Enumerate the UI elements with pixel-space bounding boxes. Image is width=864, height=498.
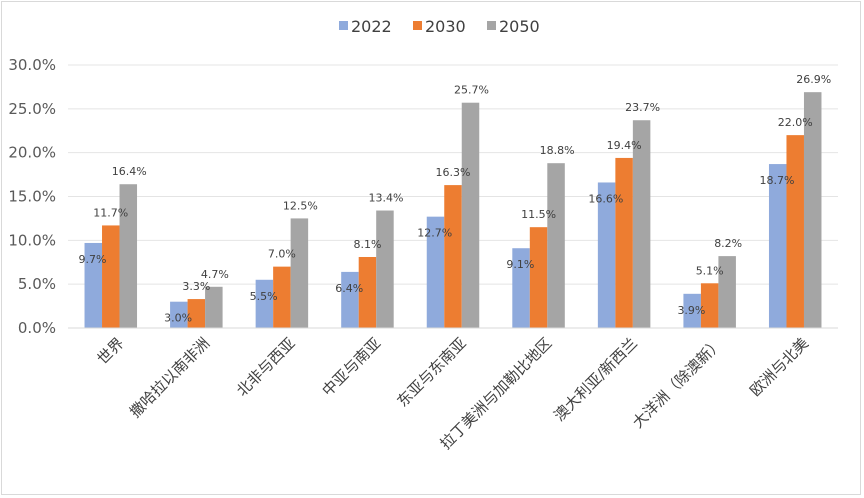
category-label: 大洋洲（除澳新） xyxy=(629,334,727,432)
bar-2022-5 xyxy=(512,248,530,328)
data-label: 7.0% xyxy=(268,248,296,261)
data-label: 5.5% xyxy=(250,290,278,303)
category-label: 欧洲与北美 xyxy=(746,334,812,400)
data-label: 11.5% xyxy=(521,208,556,221)
data-labels: 9.7% 3.0% 5.5% 6.4% 12.7% 9.1% 16.6% 3.9% 18.7% 1… xyxy=(79,73,832,325)
data-label: 18.8% xyxy=(540,144,575,157)
data-label: 3.9% xyxy=(677,304,705,317)
bar-2030-4 xyxy=(444,185,462,328)
bar-2022-1 xyxy=(170,301,188,328)
bar-2050-0 xyxy=(119,184,138,328)
bar-2050-6 xyxy=(632,120,651,328)
bar-2050-5 xyxy=(547,163,565,328)
bar-2030-6 xyxy=(615,157,633,328)
bar-2022-4 xyxy=(426,216,445,328)
bar-2050-3 xyxy=(376,210,394,328)
category-label: 中亚与南亚 xyxy=(319,334,385,400)
y-tick-label: 15.0% xyxy=(8,188,56,206)
legend-label-2022: 2022 xyxy=(351,17,392,36)
data-label: 3.0% xyxy=(164,312,192,325)
y-tick-label: 5.0% xyxy=(18,275,56,293)
data-label: 19.4% xyxy=(607,139,642,152)
y-tick-label: 0.0% xyxy=(18,319,56,337)
category-label: 澳大利亚/新西兰 xyxy=(550,334,641,425)
bar-2030-3 xyxy=(358,256,377,328)
data-label: 23.7% xyxy=(625,101,660,114)
bar-2022-2 xyxy=(255,279,274,328)
data-label: 13.4% xyxy=(368,192,403,205)
y-tick-label: 20.0% xyxy=(8,144,56,162)
data-label: 16.4% xyxy=(112,165,147,178)
bar-2022-7 xyxy=(683,293,701,328)
data-label: 12.7% xyxy=(417,227,452,240)
bar-2050-7 xyxy=(718,256,736,328)
legend-swatch-2030 xyxy=(413,21,422,30)
bar-2050-1 xyxy=(205,286,223,328)
bar-2030-1 xyxy=(187,299,206,328)
bar-2030-8 xyxy=(786,135,804,328)
data-label: 18.7% xyxy=(759,174,794,187)
category-label: 北非与西亚 xyxy=(233,334,299,400)
bar-2022-8 xyxy=(768,164,787,328)
bar-2030-2 xyxy=(273,266,291,328)
data-label: 9.1% xyxy=(506,258,534,271)
data-label: 16.3% xyxy=(436,166,471,179)
bar-2050-8 xyxy=(803,92,822,328)
data-label: 16.6% xyxy=(588,192,623,205)
bar-2050-2 xyxy=(290,218,309,328)
legend-label-2030: 2030 xyxy=(425,17,466,36)
category-label: 世界 xyxy=(94,334,128,368)
bar-2030-7 xyxy=(700,283,719,328)
data-label: 26.9% xyxy=(796,73,831,86)
bar-2022-6 xyxy=(597,182,616,328)
data-label: 8.1% xyxy=(353,238,381,251)
y-tick-label: 10.0% xyxy=(8,231,56,249)
y-tick-label: 30.0% xyxy=(8,56,56,74)
data-label: 3.3% xyxy=(182,280,210,293)
data-label: 8.2% xyxy=(714,237,742,250)
bar-2022-0 xyxy=(84,242,103,328)
legend: 2022 2030 2050 xyxy=(339,17,540,36)
data-label: 25.7% xyxy=(454,84,489,97)
data-label: 5.1% xyxy=(696,264,724,277)
data-label: 9.7% xyxy=(79,253,107,266)
y-axis: 0.0% 5.0% 10.0% 15.0% 20.0% 25.0% 30.0% xyxy=(8,56,56,337)
legend-label-2050: 2050 xyxy=(499,17,540,36)
category-label: 东亚与东南亚 xyxy=(393,334,469,410)
legend-swatch-2050 xyxy=(487,21,496,30)
bar-2030-0 xyxy=(102,225,120,328)
data-label: 4.7% xyxy=(201,268,229,281)
legend-swatch-2022 xyxy=(339,21,348,30)
bars xyxy=(84,92,822,329)
bar-2030-5 xyxy=(529,227,548,328)
y-tick-label: 25.0% xyxy=(8,100,56,118)
data-label: 6.4% xyxy=(335,282,363,295)
category-label: 撒哈拉以南非洲 xyxy=(126,334,213,421)
data-label: 11.7% xyxy=(93,206,128,219)
data-label: 12.5% xyxy=(283,199,318,212)
data-label: 22.0% xyxy=(778,116,813,129)
bar-2022-3 xyxy=(341,271,359,328)
bar-2050-4 xyxy=(461,102,480,329)
